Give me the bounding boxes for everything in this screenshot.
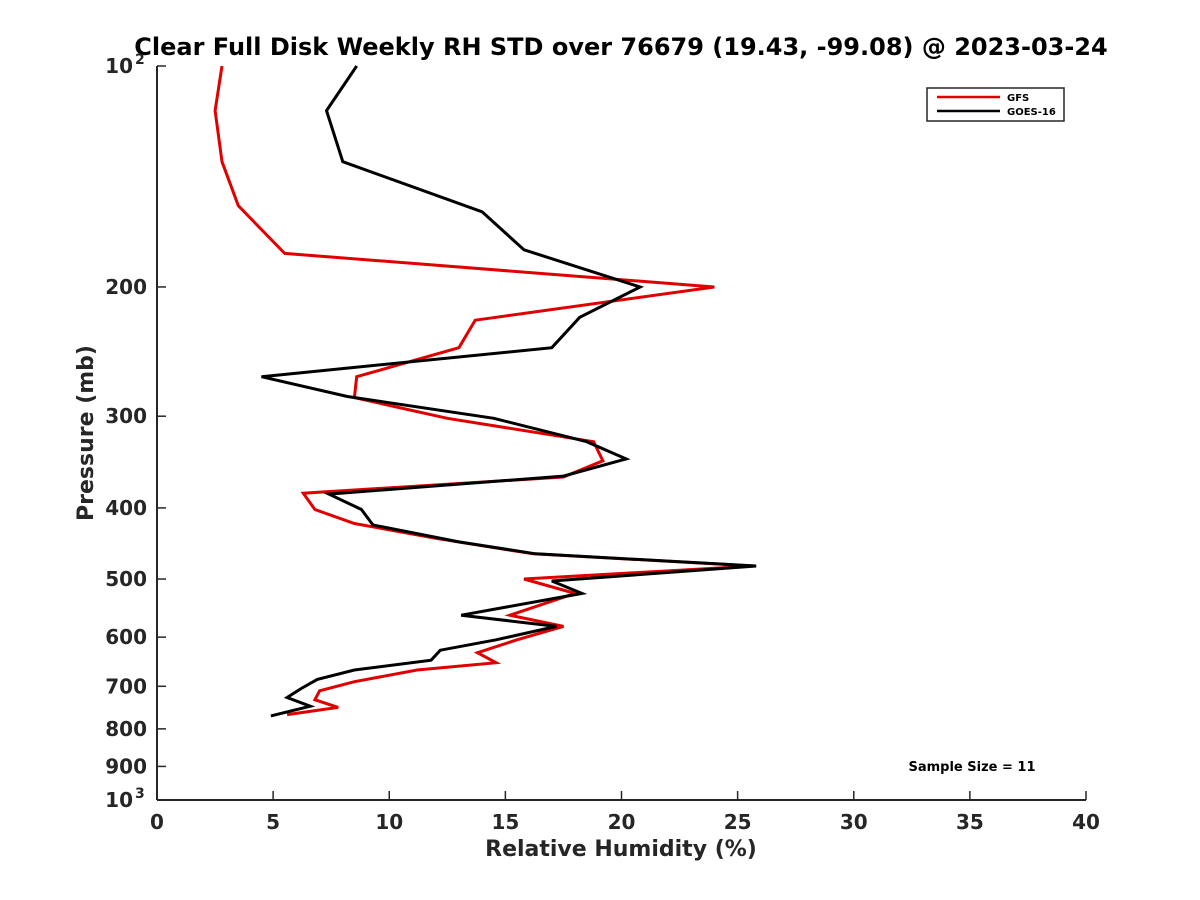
x-tick-label: 35: [956, 810, 984, 834]
y-tick-label: 600: [105, 625, 147, 649]
x-tick-label: 30: [840, 810, 868, 834]
y-axis-label: Pressure (mb): [74, 345, 99, 521]
x-tick-label: 25: [724, 810, 752, 834]
y-tick-label: 500: [105, 567, 147, 591]
series-line-gfs: [213, 65, 754, 717]
chart-title: Clear Full Disk Weekly RH STD over 76679…: [134, 33, 1107, 61]
y-tick-exponent: 2: [135, 52, 145, 68]
x-tick-label: 10: [375, 810, 403, 834]
series-layer: [213, 65, 757, 718]
y-tick-label: 200: [105, 275, 147, 299]
y-tick-label: 10: [105, 54, 133, 78]
x-tick-label: 0: [150, 810, 164, 834]
x-tick-label: 15: [491, 810, 519, 834]
x-tick-label: 40: [1072, 810, 1100, 834]
x-axis-label: Relative Humidity (%): [485, 837, 757, 862]
x-ticks: 0 5 10 15 20 25 30 35 40: [150, 791, 1100, 834]
series-line-goes16: [261, 65, 757, 718]
y-tick-exponent: 3: [135, 786, 145, 802]
y-tick-label: 10: [105, 788, 133, 812]
legend-label-goes16: GOES-16: [1007, 107, 1056, 118]
y-tick-label: 800: [105, 717, 147, 741]
y-tick-label: 300: [105, 404, 147, 428]
y-tick-label: 700: [105, 674, 147, 698]
y-tick-label: 400: [105, 496, 147, 520]
legend-box: [926, 87, 1065, 122]
legend: GFS GOES-16: [926, 87, 1065, 122]
legend-label-gfs: GFS: [1007, 93, 1029, 104]
sample-size-annotation: Sample Size = 11: [908, 760, 1035, 775]
y-tick-label: 900: [105, 754, 147, 778]
x-tick-label: 20: [608, 810, 636, 834]
x-tick-label: 5: [266, 810, 280, 834]
